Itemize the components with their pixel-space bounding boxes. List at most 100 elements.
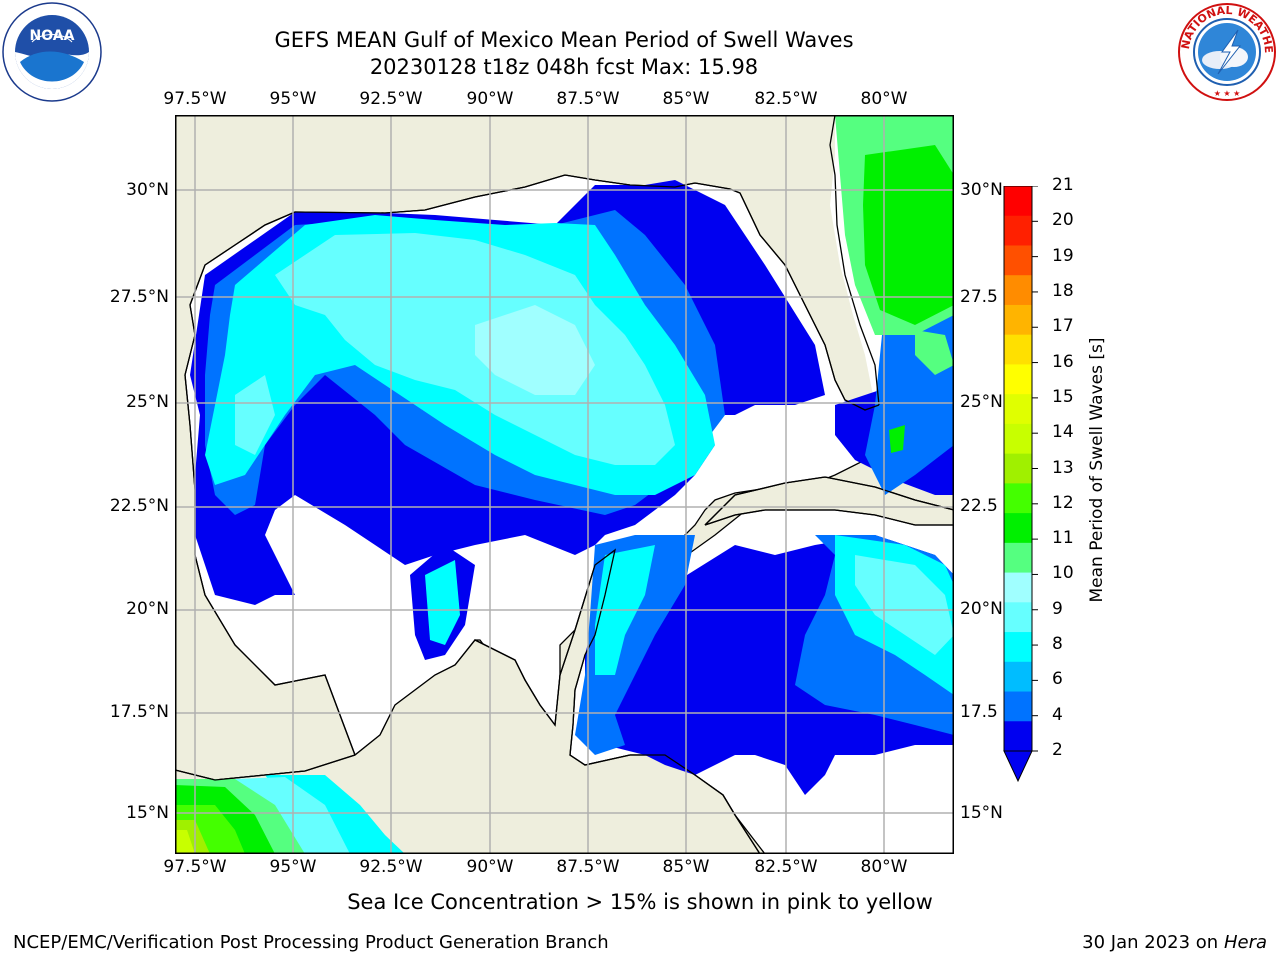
colorbar-tick-label: 17 [1052, 316, 1074, 337]
svg-text:★ ★ ★: ★ ★ ★ [1214, 89, 1241, 98]
contour-11-12 [889, 425, 905, 453]
lat-label-right: 30°N [960, 180, 1003, 200]
contour-10-12 [915, 330, 954, 375]
lat-label-left: 27.5°N [109, 287, 169, 307]
lat-label-right: 22.5 [960, 496, 998, 516]
lat-label-right: 25°N [960, 392, 1003, 412]
colorbar-segment [1004, 602, 1032, 633]
colorbar-tick-label: 9 [1052, 598, 1063, 619]
lon-label-top: 87.5°W [556, 89, 620, 109]
colorbar-segment [1004, 304, 1032, 336]
lat-label-left: 30°N [126, 180, 169, 200]
colorbar-tick-label: 6 [1052, 669, 1063, 690]
chart-title: GEFS MEAN Gulf of Mexico Mean Period of … [274, 28, 854, 52]
colorbar-extend-min [1003, 750, 1033, 783]
contour-8-9 [855, 555, 954, 655]
contour-11-12 [863, 145, 954, 325]
colorbar-segment [1004, 275, 1032, 306]
colorbar-segment [1004, 453, 1032, 484]
colorbar-segment [1004, 542, 1032, 574]
lon-label-bottom: 90°W [466, 857, 514, 877]
lon-label-bottom: 92.5°W [359, 857, 423, 877]
colorbar-segment [1004, 483, 1032, 514]
colorbar-segment [1004, 691, 1032, 722]
colorbar-tick-label: 14 [1052, 422, 1074, 443]
lon-label-top: 82.5°W [754, 89, 818, 109]
coastline-florida-east [829, 115, 880, 406]
footer-date: 30 Jan 2023 on Hera [1082, 932, 1267, 953]
colorbar-graphic [1003, 185, 1038, 783]
lon-label-bottom: 82.5°W [754, 857, 818, 877]
map-panel [175, 115, 954, 854]
lon-label-bottom: 85°W [662, 857, 710, 877]
contour-8-9 [235, 375, 275, 455]
lon-label-bottom: 87.5°W [556, 857, 620, 877]
lat-label-left: 17.5°N [109, 702, 169, 722]
lon-label-top: 95°W [269, 89, 317, 109]
colorbar-tick-label: 16 [1052, 351, 1074, 372]
lat-label-left: 15°N [126, 803, 169, 823]
colorbar-segment [1004, 245, 1032, 276]
colorbar-segment [1004, 632, 1032, 663]
colorbar-label: Mean Period of Swell Waves [s] [1087, 337, 1107, 603]
lat-label-right: 20°N [960, 599, 1003, 619]
pacific-contour-14-15 [175, 830, 195, 854]
colorbar-segment [1004, 394, 1032, 425]
coastline-pacific [175, 754, 356, 781]
colorbar-segment [1004, 661, 1032, 693]
nws-logo: NATIONAL WEATHER SERVICE ★ ★ ★ [1172, 0, 1278, 102]
colorbar-tick-label: 15 [1052, 386, 1074, 407]
colorbar-segment [1004, 186, 1032, 217]
lon-label-top: 85°W [662, 89, 710, 109]
lon-label-bottom: 95°W [269, 857, 317, 877]
colorbar-tick-label: 19 [1052, 245, 1074, 266]
map-frame [175, 115, 954, 854]
lat-label-right: 17.5 [960, 702, 998, 722]
noaa-logo: NOAA [2, 2, 102, 102]
coastline-west [184, 211, 356, 756]
colorbar-tick-label: 8 [1052, 634, 1063, 655]
colorbar-tick-label: 21 [1052, 175, 1074, 195]
colorbar-segment [1004, 364, 1032, 395]
svg-text:NOAA: NOAA [30, 28, 75, 44]
contour-9-10 [475, 305, 595, 395]
colorbar-segment [1004, 721, 1032, 752]
lat-label-left: 22.5°N [109, 496, 169, 516]
colorbar-tick-label: 18 [1052, 280, 1074, 301]
contour-6-8 [425, 560, 460, 645]
colorbar [1000, 185, 1040, 786]
lon-label-top: 80°W [860, 89, 908, 109]
coastline-yucatan [454, 548, 761, 854]
lat-label-left: 20°N [126, 599, 169, 619]
colorbar-tick-label: 2 [1052, 740, 1063, 760]
lon-label-bottom: 97.5°W [163, 857, 227, 877]
lat-label-right: 15°N [960, 803, 1003, 823]
colorbar-tick-label: 10 [1052, 563, 1074, 584]
colorbar-tick-label: 20 [1052, 210, 1074, 231]
colorbar-segment [1004, 423, 1032, 455]
lon-label-top: 97.5°W [163, 89, 227, 109]
lon-label-top: 90°W [466, 89, 514, 109]
gridlines [175, 115, 954, 854]
lon-label-top: 92.5°W [359, 89, 423, 109]
colorbar-tick-label: 12 [1052, 492, 1074, 513]
sea-ice-note: Sea Ice Concentration > 15% is shown in … [347, 890, 933, 914]
footer-host: Hera [1223, 932, 1267, 953]
colorbar-segment [1004, 572, 1032, 603]
colorbar-segment [1004, 215, 1032, 246]
lat-label-right: 27.5 [960, 287, 998, 307]
lon-label-bottom: 80°W [860, 857, 908, 877]
lat-label-left: 25°N [126, 392, 169, 412]
colorbar-segment [1004, 513, 1032, 544]
footer-credit: NCEP/EMC/Verification Post Processing Pr… [13, 932, 609, 953]
coastline-gulf [294, 174, 880, 411]
chart-subtitle: 20230128 t18z 048h fcst Max: 15.98 [369, 55, 759, 79]
footer-date-text: 30 Jan 2023 on [1082, 932, 1224, 953]
colorbar-tick-label: 11 [1052, 528, 1074, 549]
coastline-cuba [704, 476, 954, 526]
colorbar-segment [1004, 334, 1032, 365]
colorbar-ticks: 2 4 6 8 9 10 11 12 13 14 15 16 17 18 19 20 21 [1052, 175, 1092, 766]
colorbar-tick-label: 4 [1052, 704, 1063, 725]
swell-period-map [175, 115, 954, 854]
colorbar-tick-label: 13 [1052, 457, 1074, 478]
